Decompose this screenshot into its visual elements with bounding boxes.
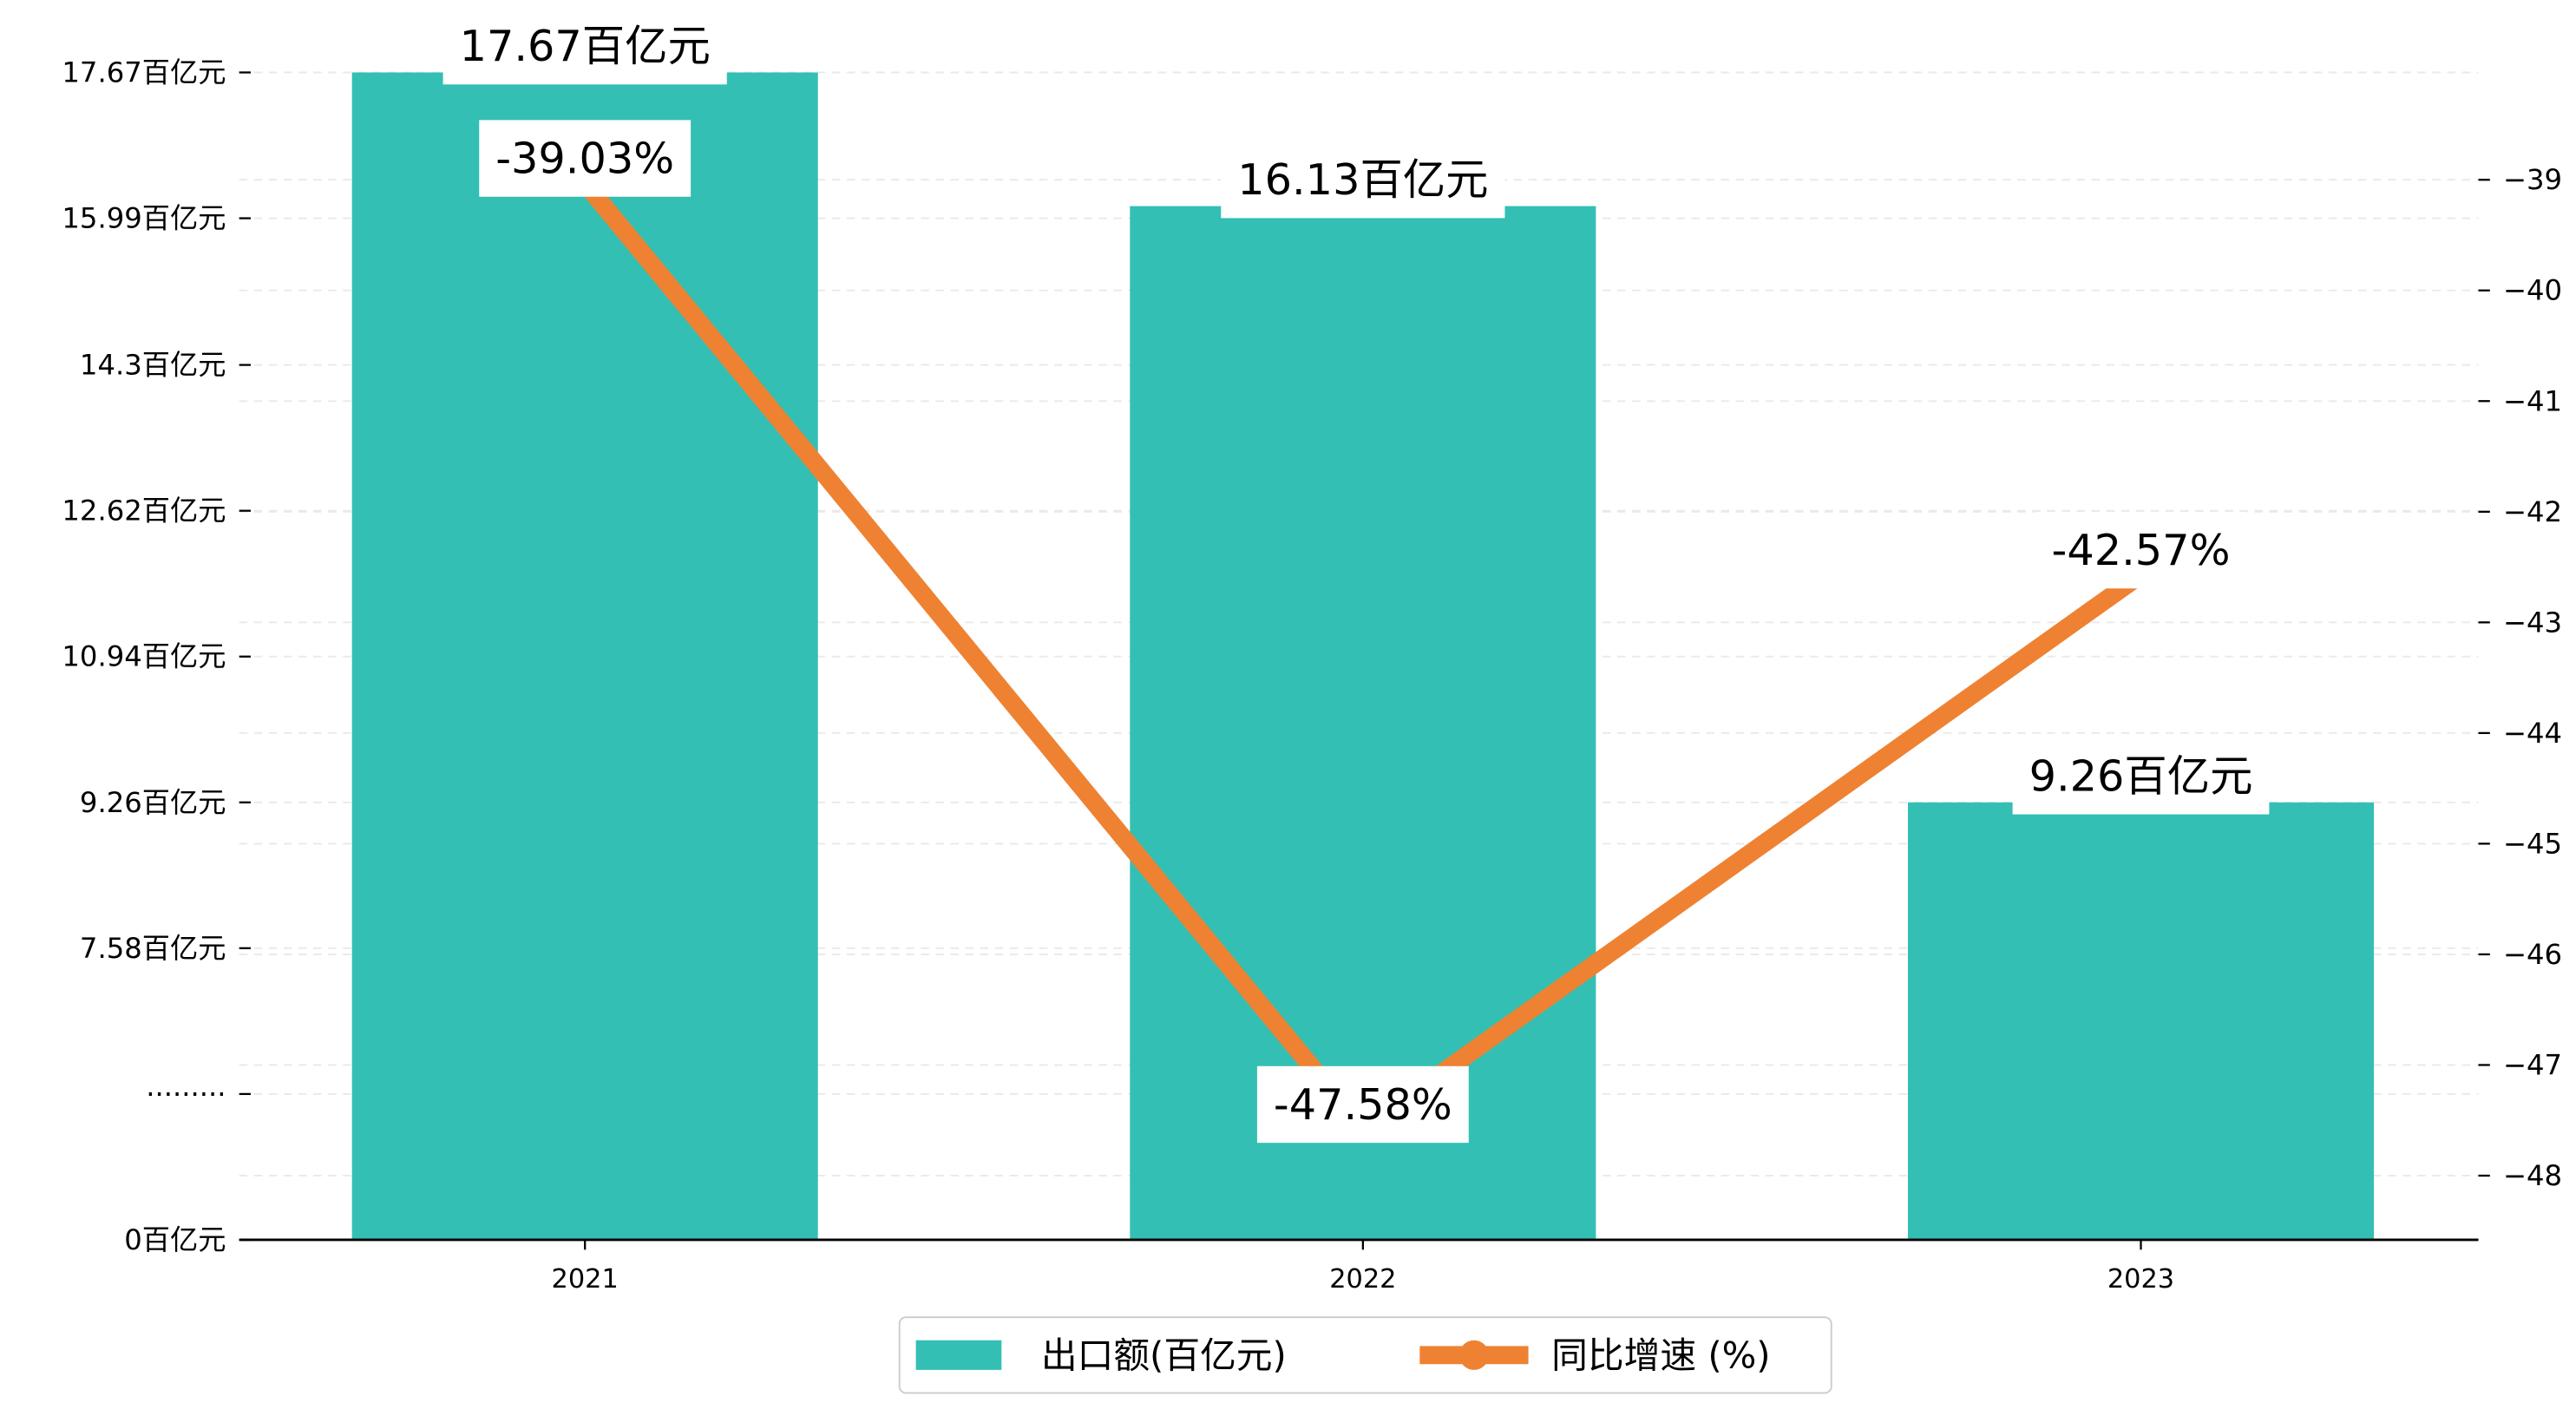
bar-value-label-box: [2012, 738, 2270, 815]
y-tick-label: 12.62百亿元: [62, 495, 226, 528]
y2-tick-label: −45: [2503, 827, 2562, 860]
y-tick-label: 7.58百亿元: [80, 932, 226, 965]
x-tick-label: 2023: [2107, 1264, 2174, 1295]
y2-tick-label: −40: [2503, 274, 2562, 307]
y2-tick-label: −48: [2503, 1159, 2562, 1192]
legend-frame: [898, 1316, 1832, 1394]
y2-tick-label: −43: [2503, 606, 2562, 639]
growth-value-label: -42.57%: [2052, 525, 2231, 575]
legend-label-growth: 同比增速 (%): [1551, 1334, 1770, 1376]
y2-tick-label: −39: [2503, 163, 2562, 196]
bar-value-label: 17.67百亿元: [460, 21, 711, 71]
legend: 出口额(百亿元) 同比增速 (%): [898, 1316, 1832, 1394]
data-labels: 17.67百亿元 16.13百亿元 9.26百亿元 -39.03% -47.58% -42…: [442, 7, 2270, 1144]
bar-2023: [1907, 802, 2375, 1240]
y2-tick-label: −42: [2503, 495, 2562, 528]
legend-marker-swatch: [1458, 1340, 1490, 1370]
legend-label-export: 出口额(百亿元): [1041, 1334, 1287, 1376]
bar-value-label-box: [1221, 141, 1505, 219]
x-tick-label: 2021: [552, 1264, 619, 1295]
growth-value-label-box: [2035, 511, 2247, 589]
bar-value-label: 16.13百亿元: [1237, 154, 1488, 205]
growth-value-label-box: [1256, 1065, 1469, 1144]
growth-value-label: -47.58%: [1274, 1079, 1452, 1130]
growth-value-label-box: [479, 120, 692, 197]
bar-value-label-box: [442, 7, 727, 85]
export-bar-series: [351, 72, 2375, 1240]
y-tick-label: ·········: [146, 1078, 226, 1111]
y-tick-label: 15.99百亿元: [62, 202, 226, 235]
y2-tick-label: −41: [2503, 384, 2562, 417]
y-tick-label: 9.26百亿元: [80, 786, 226, 819]
bar-value-label: 9.26百亿元: [2029, 751, 2253, 801]
y2-tick-label: −47: [2503, 1048, 2562, 1081]
y2-tick-label: −44: [2503, 717, 2562, 750]
y-tick-label: 14.3百亿元: [80, 349, 226, 382]
y2-tick-label: −46: [2503, 938, 2562, 971]
growth-value-label: -39.03%: [495, 134, 674, 184]
y-tick-label: 10.94百亿元: [62, 640, 226, 673]
legend-bar-swatch: [915, 1340, 1002, 1370]
axes: 17.67百亿元 15.99百亿元 14.3百亿元 12.62百亿元 10.94百亿元 9…: [62, 56, 2562, 1294]
y-tick-label: 17.67百亿元: [62, 56, 226, 88]
y-tick-label: 0百亿元: [124, 1223, 226, 1256]
x-tick-label: 2022: [1329, 1264, 1396, 1295]
bar-2021: [351, 72, 818, 1240]
